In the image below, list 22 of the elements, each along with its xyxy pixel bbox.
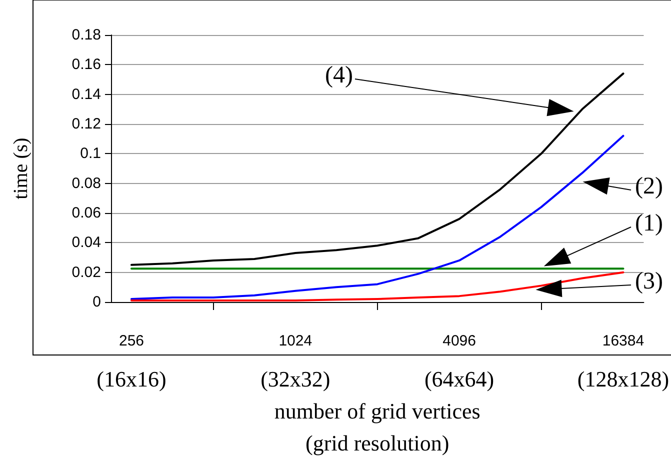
annotation: (1) <box>635 210 663 237</box>
y-tick-label: 0.18 <box>72 26 101 44</box>
y-tick-label: 0.02 <box>72 264 101 281</box>
y-tick-label: 0.1 <box>80 145 101 162</box>
y-tick-label: 0.16 <box>72 56 101 74</box>
y-tick-label: 0.08 <box>72 174 101 192</box>
y-tick-label: 0.04 <box>72 234 101 252</box>
x-tick-label: 256 (16x16) <box>96 332 166 392</box>
x-tick-label: 16384 (128x128) <box>577 332 670 392</box>
y-tick-label: 0 <box>92 294 101 310</box>
y-axis-title: time (s) <box>10 138 32 200</box>
annotation: (3) <box>635 268 663 295</box>
y-tick-label: 0.14 <box>72 86 101 103</box>
y-tick-label: 0.06 <box>72 204 101 222</box>
line-series <box>130 134 624 300</box>
annotation: (4) <box>325 62 353 89</box>
y-tick-label: 0.12 <box>72 116 101 132</box>
line-series <box>130 271 624 302</box>
annotation: (2) <box>635 174 663 200</box>
x-tick-label: 4096 (64x64) <box>424 332 494 392</box>
x-axis-title: number of grid vertices (grid resolution) <box>274 398 480 456</box>
x-tick-label: 1024 (32x32) <box>260 332 330 392</box>
